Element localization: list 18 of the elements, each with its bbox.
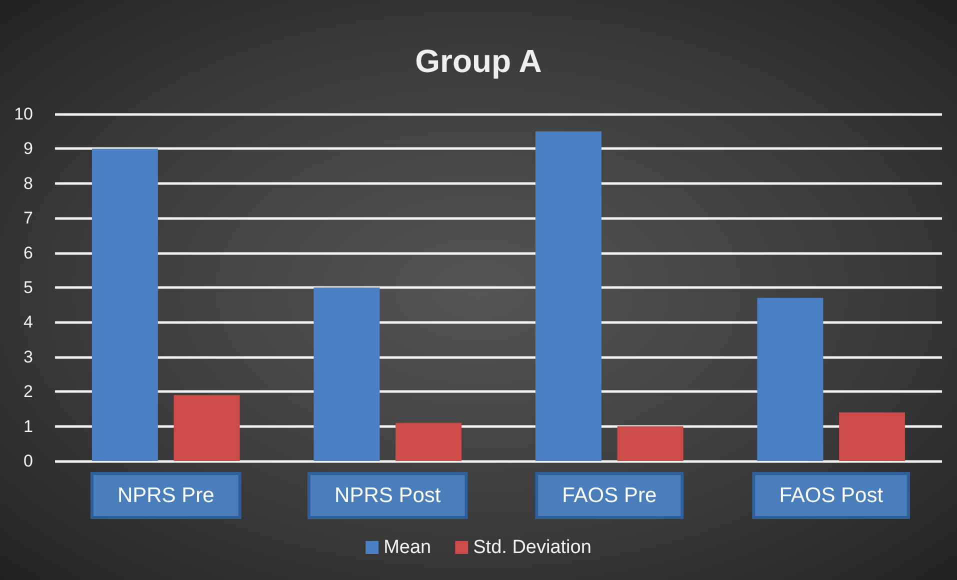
y-tick-label: 7	[24, 208, 33, 228]
legend-label: Std. Deviation	[473, 537, 592, 558]
y-tick-label: 10	[14, 104, 33, 124]
y-tick-label: 6	[24, 243, 33, 262]
chart-title: Group A	[415, 43, 542, 79]
y-tick-label: 3	[24, 347, 33, 366]
y-tick-label: 2	[24, 382, 33, 402]
y-tick-label: 4	[24, 312, 33, 332]
x-tick-label: NPRS Pre	[117, 484, 214, 507]
x-tick-label: NPRS Post	[334, 484, 441, 507]
y-tick-label: 1	[24, 416, 33, 436]
y-tick-label: 9	[24, 139, 33, 158]
y-tick-label: 0	[24, 452, 33, 470]
y-tick-label: 5	[24, 278, 33, 297]
y-tick-label: 8	[24, 174, 33, 193]
x-tick-label: FAOS Post	[779, 484, 884, 507]
legend-label: Mean	[384, 537, 432, 558]
x-tick-label: FAOS Pre	[562, 484, 657, 507]
